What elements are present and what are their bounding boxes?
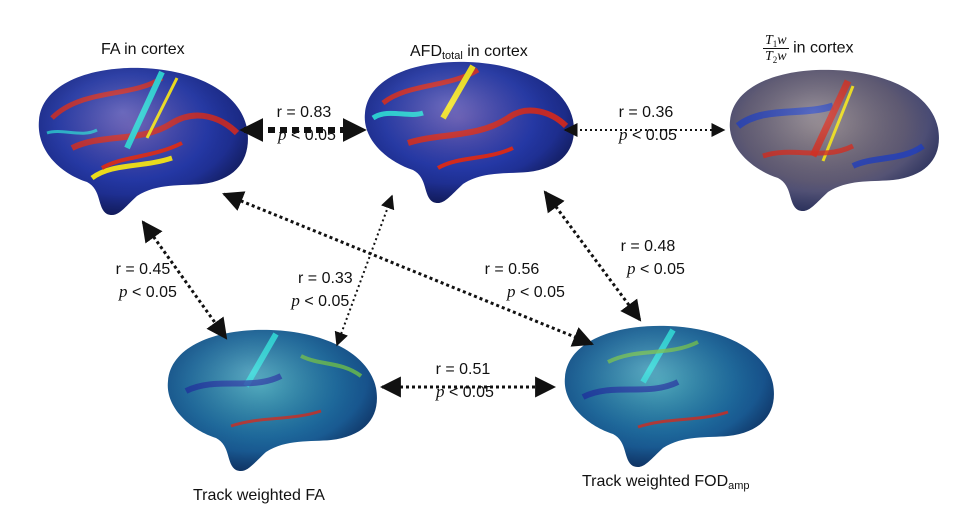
stat-afd-t1t2-r: r = 0.36 (618, 104, 674, 121)
label-fa: FA in cortex (101, 41, 185, 58)
stat-fa-afd: r = 0.83 p < 0.05 (272, 102, 336, 147)
stat-afd-twfod-p: p < 0.05 (627, 259, 685, 278)
stat-fa-twfa-r: r = 0.45 (115, 261, 171, 278)
label-twfa: Track weighted FA (193, 487, 325, 504)
stat-fa-afd-p: p < 0.05 (278, 125, 336, 144)
stat-afd-twfa: r = 0.33 p < 0.05 (288, 268, 353, 313)
label-t1t2-rest: in cortex (788, 39, 854, 57)
brain-fa (38, 67, 248, 216)
stat-afd-twfod: r = 0.48 p < 0.05 (611, 236, 685, 281)
brain-t1t2 (729, 69, 939, 212)
stat-twfa-twfod-p: p < 0.05 (436, 382, 494, 401)
stat-fa-twfod: r = 0.56 p < 0.05 (459, 259, 565, 304)
brain-afd (364, 61, 574, 204)
stat-fa-twfa: r = 0.45 p < 0.05 (109, 259, 177, 304)
label-t1t2-numerator: T1w (763, 33, 789, 49)
stat-twfa-twfod-r: r = 0.51 (435, 361, 491, 378)
stat-twfa-twfod: r = 0.51 p < 0.05 (432, 359, 494, 404)
stat-afd-t1t2: r = 0.36 p < 0.05 (615, 102, 677, 147)
stat-afd-twfod-r: r = 0.48 (620, 238, 676, 255)
stat-fa-twfod-r: r = 0.56 (484, 261, 540, 278)
label-twfod-sub: amp (728, 480, 750, 492)
label-t1t2: T1w T2w in cortex (763, 33, 854, 65)
stat-afd-twfa-p: p < 0.05 (291, 291, 350, 310)
label-twfod: Track weighted FODamp (582, 472, 750, 492)
label-afd: AFDtotal in cortex (410, 42, 528, 62)
label-t1t2-denominator: T2w (765, 49, 787, 65)
stat-afd-twfa-r: r = 0.33 (298, 270, 353, 287)
brain-twfa (167, 329, 377, 472)
brain-twfod (564, 325, 774, 468)
stat-fa-twfa-p: p < 0.05 (119, 282, 177, 301)
stat-afd-t1t2-p: p < 0.05 (619, 125, 677, 144)
label-afd-sub: total (442, 50, 463, 62)
label-twfod-main: Track weighted FOD (582, 473, 729, 490)
stat-fa-twfod-p: p < 0.05 (507, 282, 565, 301)
arrow-afd-twfod (543, 190, 642, 322)
arrow-fa-twfod (222, 191, 594, 347)
label-t1t2-fraction: T1w T2w (763, 33, 789, 65)
label-afd-main: AFD (410, 43, 442, 60)
stat-fa-afd-r: r = 0.83 (276, 104, 332, 121)
label-afd-rest: in cortex (462, 43, 528, 60)
